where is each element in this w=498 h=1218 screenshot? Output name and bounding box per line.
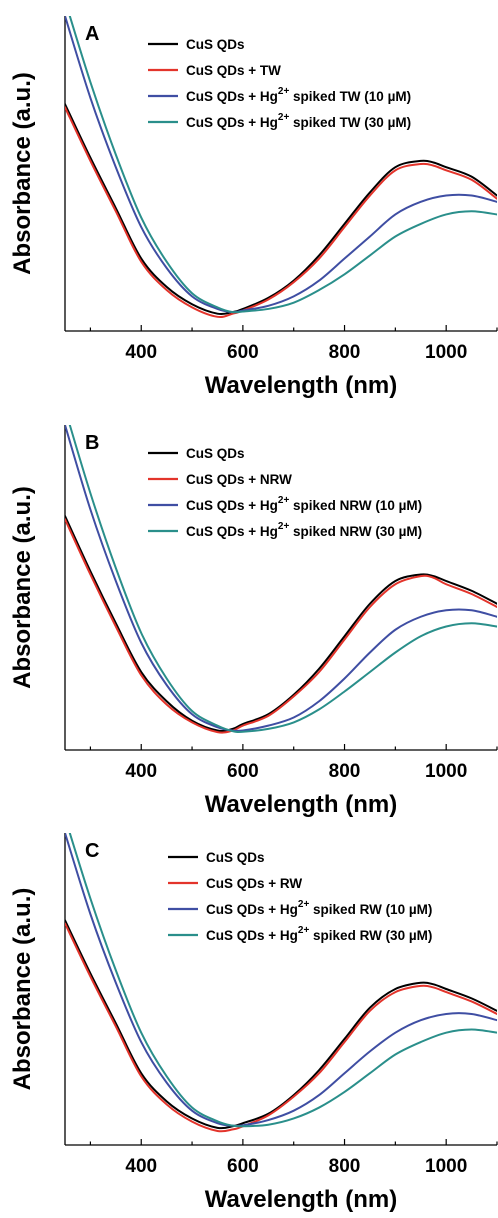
legend-entry-label: CuS QDs + RW bbox=[206, 876, 302, 891]
x-axis-title: Wavelength (nm) bbox=[205, 372, 397, 399]
panel-label: C bbox=[85, 840, 99, 862]
legend-entry-label: CuS QDs bbox=[206, 850, 265, 865]
legend-entry-label: CuS QDs + Hg2+ spiked NRW (30 µM) bbox=[186, 521, 422, 539]
series-line-4 bbox=[68, 425, 497, 734]
legend-entry-label: CuS QDs + Hg2+ spiked TW (30 µM) bbox=[186, 112, 411, 130]
legend-entry-label: CuS QDs + Hg2+ spiked RW (10 µM) bbox=[206, 899, 432, 917]
series-group bbox=[65, 16, 497, 319]
x-tick-label: 600 bbox=[227, 342, 259, 363]
y-axis-title: Absorbance (a.u.) bbox=[9, 72, 36, 275]
legend-entry-label: CuS QDs + TW bbox=[186, 63, 281, 78]
panel-label: A bbox=[85, 23, 99, 45]
legend-entry-label: CuS QDs bbox=[186, 446, 245, 461]
panel-label: B bbox=[85, 432, 99, 454]
legend-entry-label: CuS QDs + Hg2+ spiked NRW (10 µM) bbox=[186, 495, 422, 513]
series-line-1 bbox=[65, 919, 497, 1130]
x-tick-label: 400 bbox=[125, 761, 157, 782]
y-axis-title: Absorbance (a.u.) bbox=[9, 888, 36, 1091]
series-line-4 bbox=[68, 16, 497, 314]
x-tick-label: 800 bbox=[329, 342, 361, 363]
chart-panel-b: 400 600 800 1000 Wavelength (nm) Absorbance (… bbox=[9, 425, 498, 818]
legend-entry-label: CuS QDs + NRW bbox=[186, 472, 292, 487]
x-tick-label: 1000 bbox=[425, 1156, 467, 1177]
x-axis-title: Wavelength (nm) bbox=[205, 1186, 397, 1213]
y-axis-title: Absorbance (a.u.) bbox=[9, 486, 36, 689]
x-tick-label: 800 bbox=[329, 761, 361, 782]
series-line-3 bbox=[65, 425, 497, 733]
series-line-3 bbox=[65, 16, 497, 314]
series-line-3 bbox=[65, 833, 497, 1127]
series-line-2 bbox=[65, 922, 497, 1133]
series-group bbox=[65, 833, 497, 1133]
series-line-2 bbox=[65, 106, 497, 319]
series-group bbox=[65, 425, 497, 734]
legend-entry-label: CuS QDs bbox=[186, 37, 245, 52]
series-line-4 bbox=[68, 833, 497, 1128]
legend: CuS QDs CuS QDs + NRW CuS QDs + Hg2+ spike… bbox=[148, 446, 422, 539]
chart-panel-c: 400 600 800 1000 Wavelength (nm) Absorbance (… bbox=[9, 833, 498, 1213]
chart-panel-a: 400 600 800 1000 Wavelength (nm) Absorbance (… bbox=[9, 16, 498, 399]
series-line-1 bbox=[65, 515, 497, 732]
series-line-1 bbox=[65, 103, 497, 316]
x-tick-label: 1000 bbox=[425, 761, 467, 782]
x-tick-label: 600 bbox=[227, 1156, 259, 1177]
series-line-2 bbox=[65, 518, 497, 734]
x-tick-label: 800 bbox=[329, 1156, 361, 1177]
legend-entry-label: CuS QDs + Hg2+ spiked TW (10 µM) bbox=[186, 86, 411, 104]
x-axis-title: Wavelength (nm) bbox=[205, 791, 397, 818]
x-tick-label: 600 bbox=[227, 761, 259, 782]
x-tick-label: 400 bbox=[125, 1156, 157, 1177]
x-tick-label: 400 bbox=[125, 342, 157, 363]
legend: CuS QDs CuS QDs + TW CuS QDs + Hg2+ spiked… bbox=[148, 37, 411, 130]
legend-entry-label: CuS QDs + Hg2+ spiked RW (30 µM) bbox=[206, 925, 432, 943]
x-tick-label: 1000 bbox=[425, 342, 467, 363]
legend: CuS QDs CuS QDs + RW CuS QDs + Hg2+ spiked… bbox=[168, 850, 432, 943]
